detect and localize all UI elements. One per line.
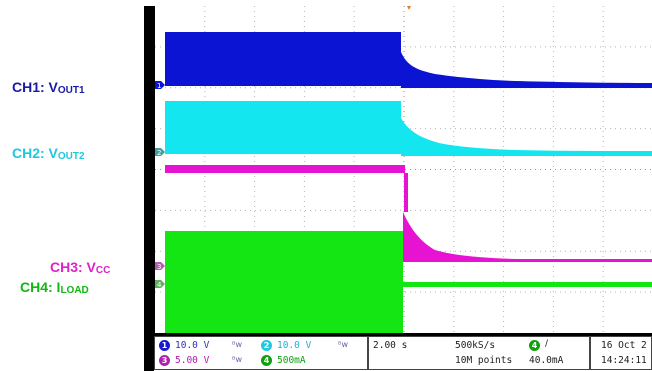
svg-text:1: 1 <box>157 82 161 90</box>
ch2-waveform <box>165 101 652 156</box>
time: 14:24:11 <box>601 355 647 366</box>
ch1-ground-marker[interactable]: 1 <box>155 81 165 90</box>
ch3-ground-marker[interactable]: 3 <box>155 262 165 271</box>
ch4-waveform <box>165 231 652 333</box>
channel-scale-panel[interactable]: 1 10.0 V ᴮw 2 10.0 V ᴮw 3 5.00 V ᴮw 4 50… <box>154 336 368 370</box>
ch4-ground-marker[interactable]: 4 <box>155 280 165 289</box>
ch2-badge: 2 <box>261 340 272 351</box>
svg-text:3: 3 <box>157 263 161 271</box>
readout-bar: 1 10.0 V ᴮw 2 10.0 V ᴮw 3 5.00 V ᴮw 4 50… <box>154 336 652 371</box>
waveform-screen: 1 2 3 4 <box>154 6 652 333</box>
ch3-badge: 3 <box>159 355 170 366</box>
ch2-scale: 10.0 V <box>277 340 312 351</box>
oscilloscope-display: 1 2 3 4 1 10.0 V ᴮw 2 10.0 V ᴮw 3 5 <box>144 6 652 371</box>
trigger-level: 40.0mA <box>529 355 564 366</box>
ch1-bandwidth-icon: ᴮw <box>232 340 242 349</box>
ch4-label: CH4: ILOAD <box>20 279 89 296</box>
ch3-label: CH3: VCC <box>50 259 111 276</box>
record-length: 10M points <box>455 355 513 366</box>
trigger-position-marker <box>407 6 411 10</box>
ch1-label: CH1: VOUT1 <box>12 79 85 96</box>
rising-edge-icon: ∕ <box>545 339 549 349</box>
ch3-bandwidth-icon: ᴮw <box>232 355 242 364</box>
trigger-channel-badge: 4 <box>529 340 540 351</box>
datetime-panel: 16 Oct 2 14:24:11 <box>590 336 652 370</box>
ch4-badge: 4 <box>261 355 272 366</box>
svg-text:4: 4 <box>157 281 162 289</box>
ch2-label: CH2: VOUT2 <box>12 145 85 162</box>
sample-rate: 500kS/s <box>455 340 496 351</box>
ch1-scale: 10.0 V <box>175 340 210 351</box>
svg-text:2: 2 <box>157 149 161 157</box>
ch3-waveform <box>165 165 652 262</box>
ch3-scale: 5.00 V <box>175 355 210 366</box>
timebase-value: 2.00 s <box>373 340 408 351</box>
timebase-panel[interactable]: 2.00 s 500kS/s 10M points 4 ∕ 40.0mA <box>368 336 590 370</box>
ch2-ground-marker[interactable]: 2 <box>155 148 165 157</box>
waveform-plot: 1 2 3 4 <box>155 6 652 333</box>
ch2-bandwidth-icon: ᴮw <box>338 340 348 349</box>
date: 16 Oct 2 <box>601 340 647 351</box>
ch1-waveform <box>165 32 652 88</box>
ch1-badge: 1 <box>159 340 170 351</box>
ch4-scale: 500mA <box>277 355 306 366</box>
